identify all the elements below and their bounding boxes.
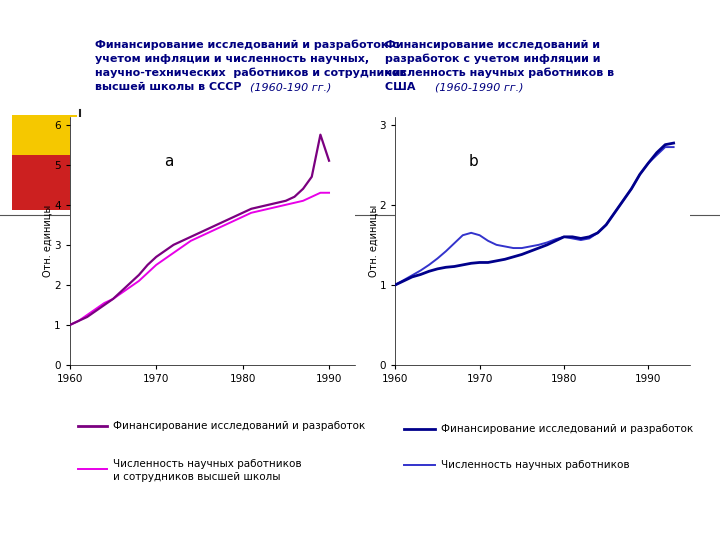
Text: научно-технических  работников и сотрудников: научно-технических работников и сотрудни…	[95, 68, 406, 78]
Bar	[12, 155, 77, 210]
Bar	[55, 134, 123, 192]
Text: численность научных работников в: численность научных работников в	[385, 68, 614, 78]
Text: a: a	[164, 154, 174, 169]
Text: (1960-1990 гг.): (1960-1990 гг.)	[435, 82, 523, 92]
Text: разработок с учетом инфляции и: разработок с учетом инфляции и	[385, 54, 600, 64]
Text: b: b	[469, 154, 479, 169]
Bar	[12, 115, 77, 170]
Text: учетом инфляции и численность научных,: учетом инфляции и численность научных,	[95, 54, 369, 64]
Y-axis label: Отн. единицы: Отн. единицы	[42, 205, 53, 277]
Text: Финансирование исследований и разработок: Финансирование исследований и разработок	[441, 424, 693, 434]
Text: Численность научных работников: Численность научных работников	[441, 460, 629, 470]
Text: Финансирование исследований и разработок с: Финансирование исследований и разработок…	[95, 40, 399, 51]
Text: Финансирование исследований и разработок: Финансирование исследований и разработок	[113, 421, 365, 431]
Text: (1960-190 гг.): (1960-190 гг.)	[250, 82, 331, 92]
Text: Финансирование исследований и: Финансирование исследований и	[385, 40, 600, 50]
Y-axis label: Отн. единицы: Отн. единицы	[368, 205, 378, 277]
Text: Численность научных работников
и сотрудников высшей школы: Численность научных работников и сотрудн…	[113, 460, 302, 482]
Text: высшей школы в СССР: высшей школы в СССР	[95, 82, 246, 92]
Text: США: США	[385, 82, 419, 92]
